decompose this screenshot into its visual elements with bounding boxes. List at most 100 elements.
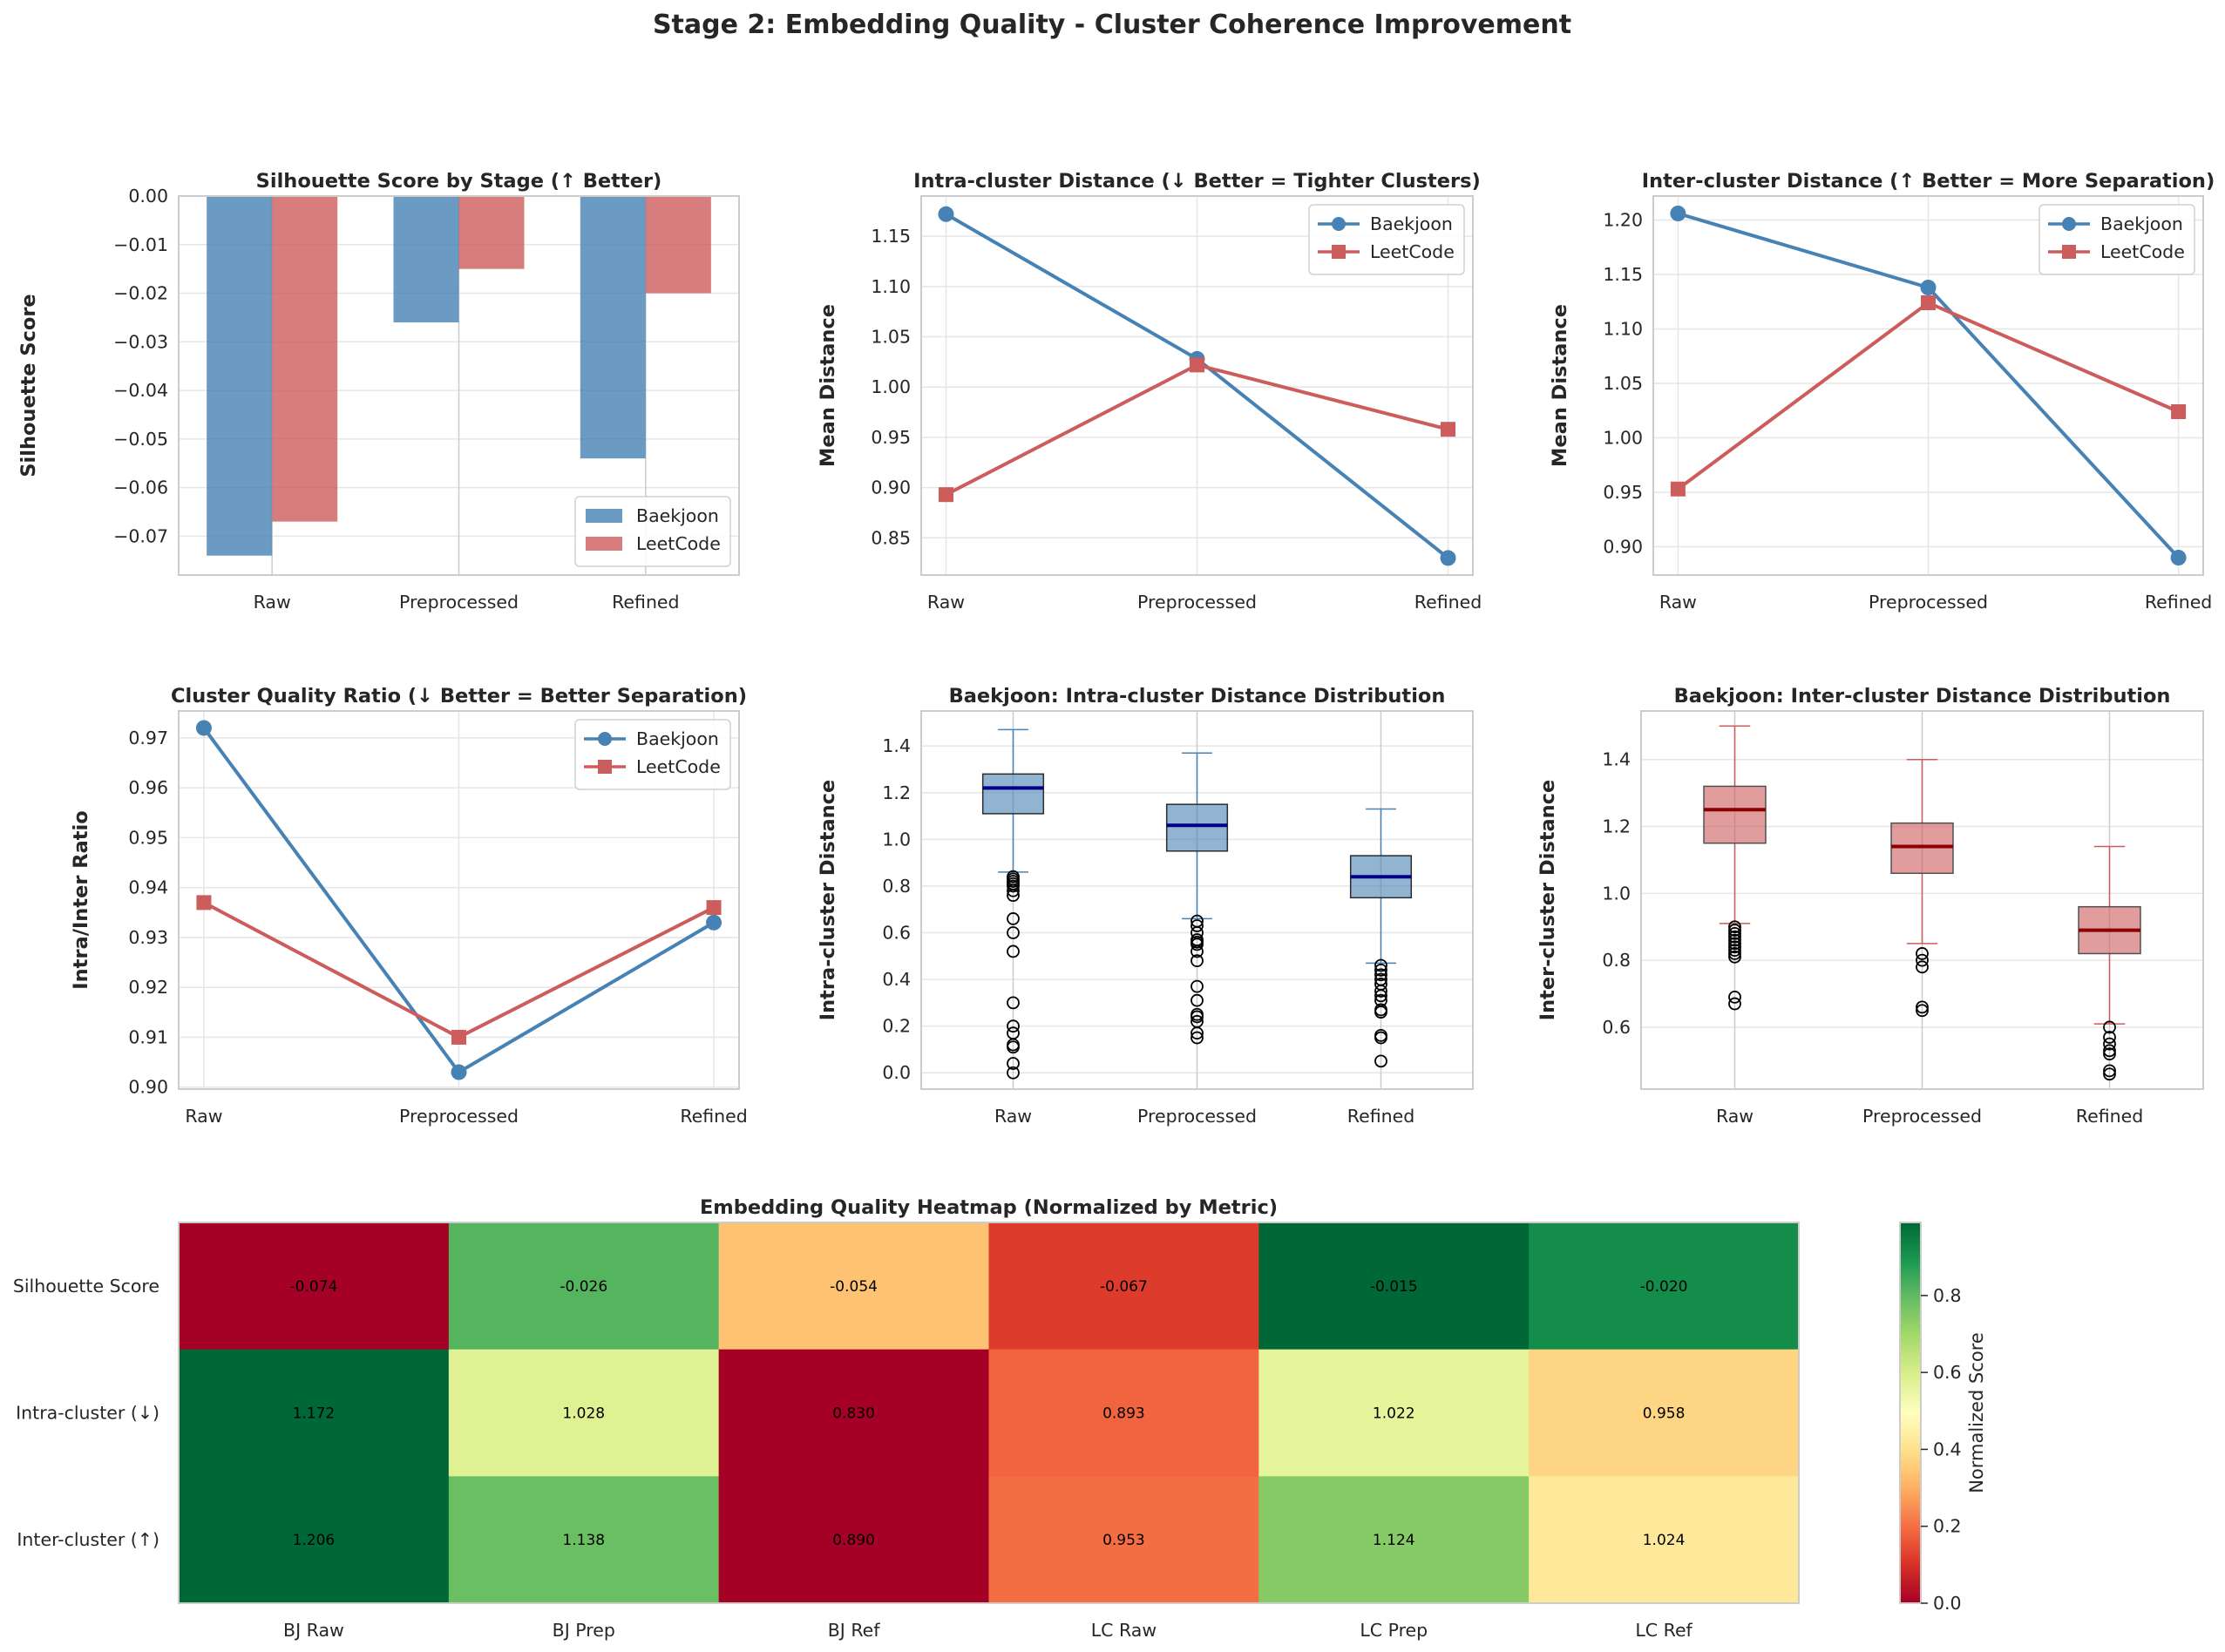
x-tick-label: Preprocessed [399, 592, 519, 613]
outlier-point [1916, 953, 1929, 967]
y-tick-label: 1.05 [1603, 373, 1643, 394]
outlier-point [1007, 912, 1020, 925]
y-tick-label: 0.85 [871, 527, 911, 548]
y-tick-label: 0.0 [882, 1062, 911, 1083]
legend-label: LeetCode [2100, 241, 2185, 262]
x-tick-label: Refined [1414, 592, 1482, 613]
x-tick-label: Refined [612, 592, 679, 613]
outlier-point [1007, 1040, 1020, 1054]
outlier-point [2103, 1044, 2116, 1058]
outlier-point [2103, 1020, 2116, 1034]
heatmap-cell-label: -0.074 [290, 1278, 338, 1296]
box-raw [1703, 725, 1767, 1011]
y-tick-label: 0.90 [1603, 537, 1643, 558]
y-tick-label: 0.00 [128, 186, 168, 206]
y-tick-label: 1.20 [1603, 210, 1643, 231]
outlier-point [1191, 944, 1204, 958]
y-tick-label: 1.2 [1602, 816, 1631, 837]
x-tick-label: Preprocessed [1137, 1106, 1257, 1127]
box-refined [2078, 845, 2141, 1081]
outlier-point [1916, 1004, 1929, 1018]
outlier-point [1374, 958, 1387, 972]
outlier-point [1916, 947, 1929, 960]
outlier-point [1374, 963, 1387, 977]
legend-marker-leetcode [2062, 245, 2076, 259]
x-tick-label: Raw [1659, 592, 1697, 613]
x-tick-label: Preprocessed [399, 1106, 519, 1127]
legend-label: LeetCode [636, 533, 721, 554]
legend-label: Baekjoon [636, 728, 719, 749]
plot-title: Inter-cluster Distance (↑ Better = More … [1642, 170, 2215, 193]
x-tick-label: LC Prep [1360, 1620, 1428, 1641]
outlier-point [1728, 997, 1741, 1011]
axes-frame [1652, 195, 2204, 576]
outlier-point [1007, 1057, 1020, 1070]
y-tick-label: 0.6 [1602, 1017, 1631, 1038]
x-tick-label: Raw [1716, 1106, 1754, 1127]
point-leetcode [451, 1029, 466, 1045]
axes-frame [178, 1222, 1800, 1604]
outlier-point [1728, 990, 1741, 1004]
y-tick-label: 0.91 [128, 1026, 168, 1047]
legend: Baekjoon LeetCode [574, 719, 731, 790]
outlier-point [1374, 1005, 1387, 1019]
y-tick-label: 0.8 [1602, 950, 1631, 971]
plot-intra_box: 0.0 0.2 0.4 0.6 0.8 1.0 1.2 1.4 Raw Preprocessed R… [817, 685, 1474, 1127]
point-baekjoon [1670, 206, 1686, 221]
legend-marker-leetcode [598, 760, 612, 774]
bar-leetcode [645, 196, 711, 294]
point-baekjoon [938, 206, 954, 222]
heatmap-cell [179, 1349, 450, 1477]
x-tick-label: BJ Ref [828, 1620, 881, 1641]
outlier-point [1007, 1066, 1020, 1080]
box-preprocessed [1890, 758, 1954, 1018]
heatmap-cell [988, 1222, 1259, 1351]
x-tick-label: Preprocessed [1862, 1106, 1982, 1127]
point-leetcode [1670, 481, 1686, 497]
colorbar-tick-label: 0.4 [1933, 1439, 1962, 1459]
y-tick-label: 0.93 [128, 927, 168, 948]
y-tick-label: −0.01 [113, 234, 168, 255]
heatmap-cell [448, 1222, 720, 1351]
outlier-point [1374, 968, 1387, 982]
outlier-point [1191, 919, 1204, 932]
plot-title: Baekjoon: Inter-cluster Distance Distrib… [1674, 685, 2171, 708]
y-axis-label: Mean Distance [1549, 304, 1571, 467]
y-tick-label: 1.4 [882, 735, 911, 756]
outlier-point [1191, 1031, 1204, 1045]
outlier-point [1007, 996, 1020, 1010]
legend-frame [1308, 204, 1465, 275]
y-tick-label: −0.05 [113, 429, 168, 450]
outlier-point [1007, 1019, 1020, 1033]
point-leetcode [1921, 295, 1936, 310]
legend-marker-baekjoon [598, 732, 612, 746]
outlier-point [1728, 930, 1741, 944]
outlier-point [1728, 947, 1741, 960]
y-tick-label: Intra-cluster (↓) [16, 1403, 159, 1424]
x-tick-label: LC Ref [1635, 1620, 1692, 1641]
heatmap-cell-label: -0.020 [1640, 1278, 1688, 1296]
y-tick-label: 0.2 [882, 1016, 911, 1037]
heatmap-cell-label: 1.172 [293, 1405, 336, 1423]
heatmap-cell [718, 1476, 989, 1604]
heatmap-cell-label: 1.138 [562, 1532, 605, 1549]
heatmap-cell-label: 1.028 [562, 1405, 605, 1423]
x-tick-label: Refined [2076, 1106, 2143, 1127]
heatmap-cell-label: 0.958 [1643, 1405, 1686, 1423]
axes-frame [920, 710, 1474, 1090]
legend-label: Baekjoon [636, 505, 719, 526]
y-tick-label: 1.0 [882, 829, 911, 850]
legend-marker-leetcode [1332, 245, 1346, 259]
y-tick-label: 0.90 [128, 1077, 168, 1098]
y-tick-label: 1.15 [1603, 264, 1643, 285]
legend-label: Baekjoon [2100, 213, 2183, 234]
y-tick-label: −0.07 [113, 525, 168, 546]
colorbar: 0.0 0.2 0.4 0.6 0.8 Normalized Score [1899, 1222, 1987, 1614]
y-tick-label: −0.02 [113, 283, 168, 304]
colorbar-label: Normalized Score [1966, 1332, 1987, 1493]
heatmap-cell [718, 1349, 989, 1477]
point-leetcode [938, 487, 953, 503]
x-tick-label: BJ Raw [283, 1620, 344, 1641]
outlier-point [2103, 1047, 2116, 1061]
